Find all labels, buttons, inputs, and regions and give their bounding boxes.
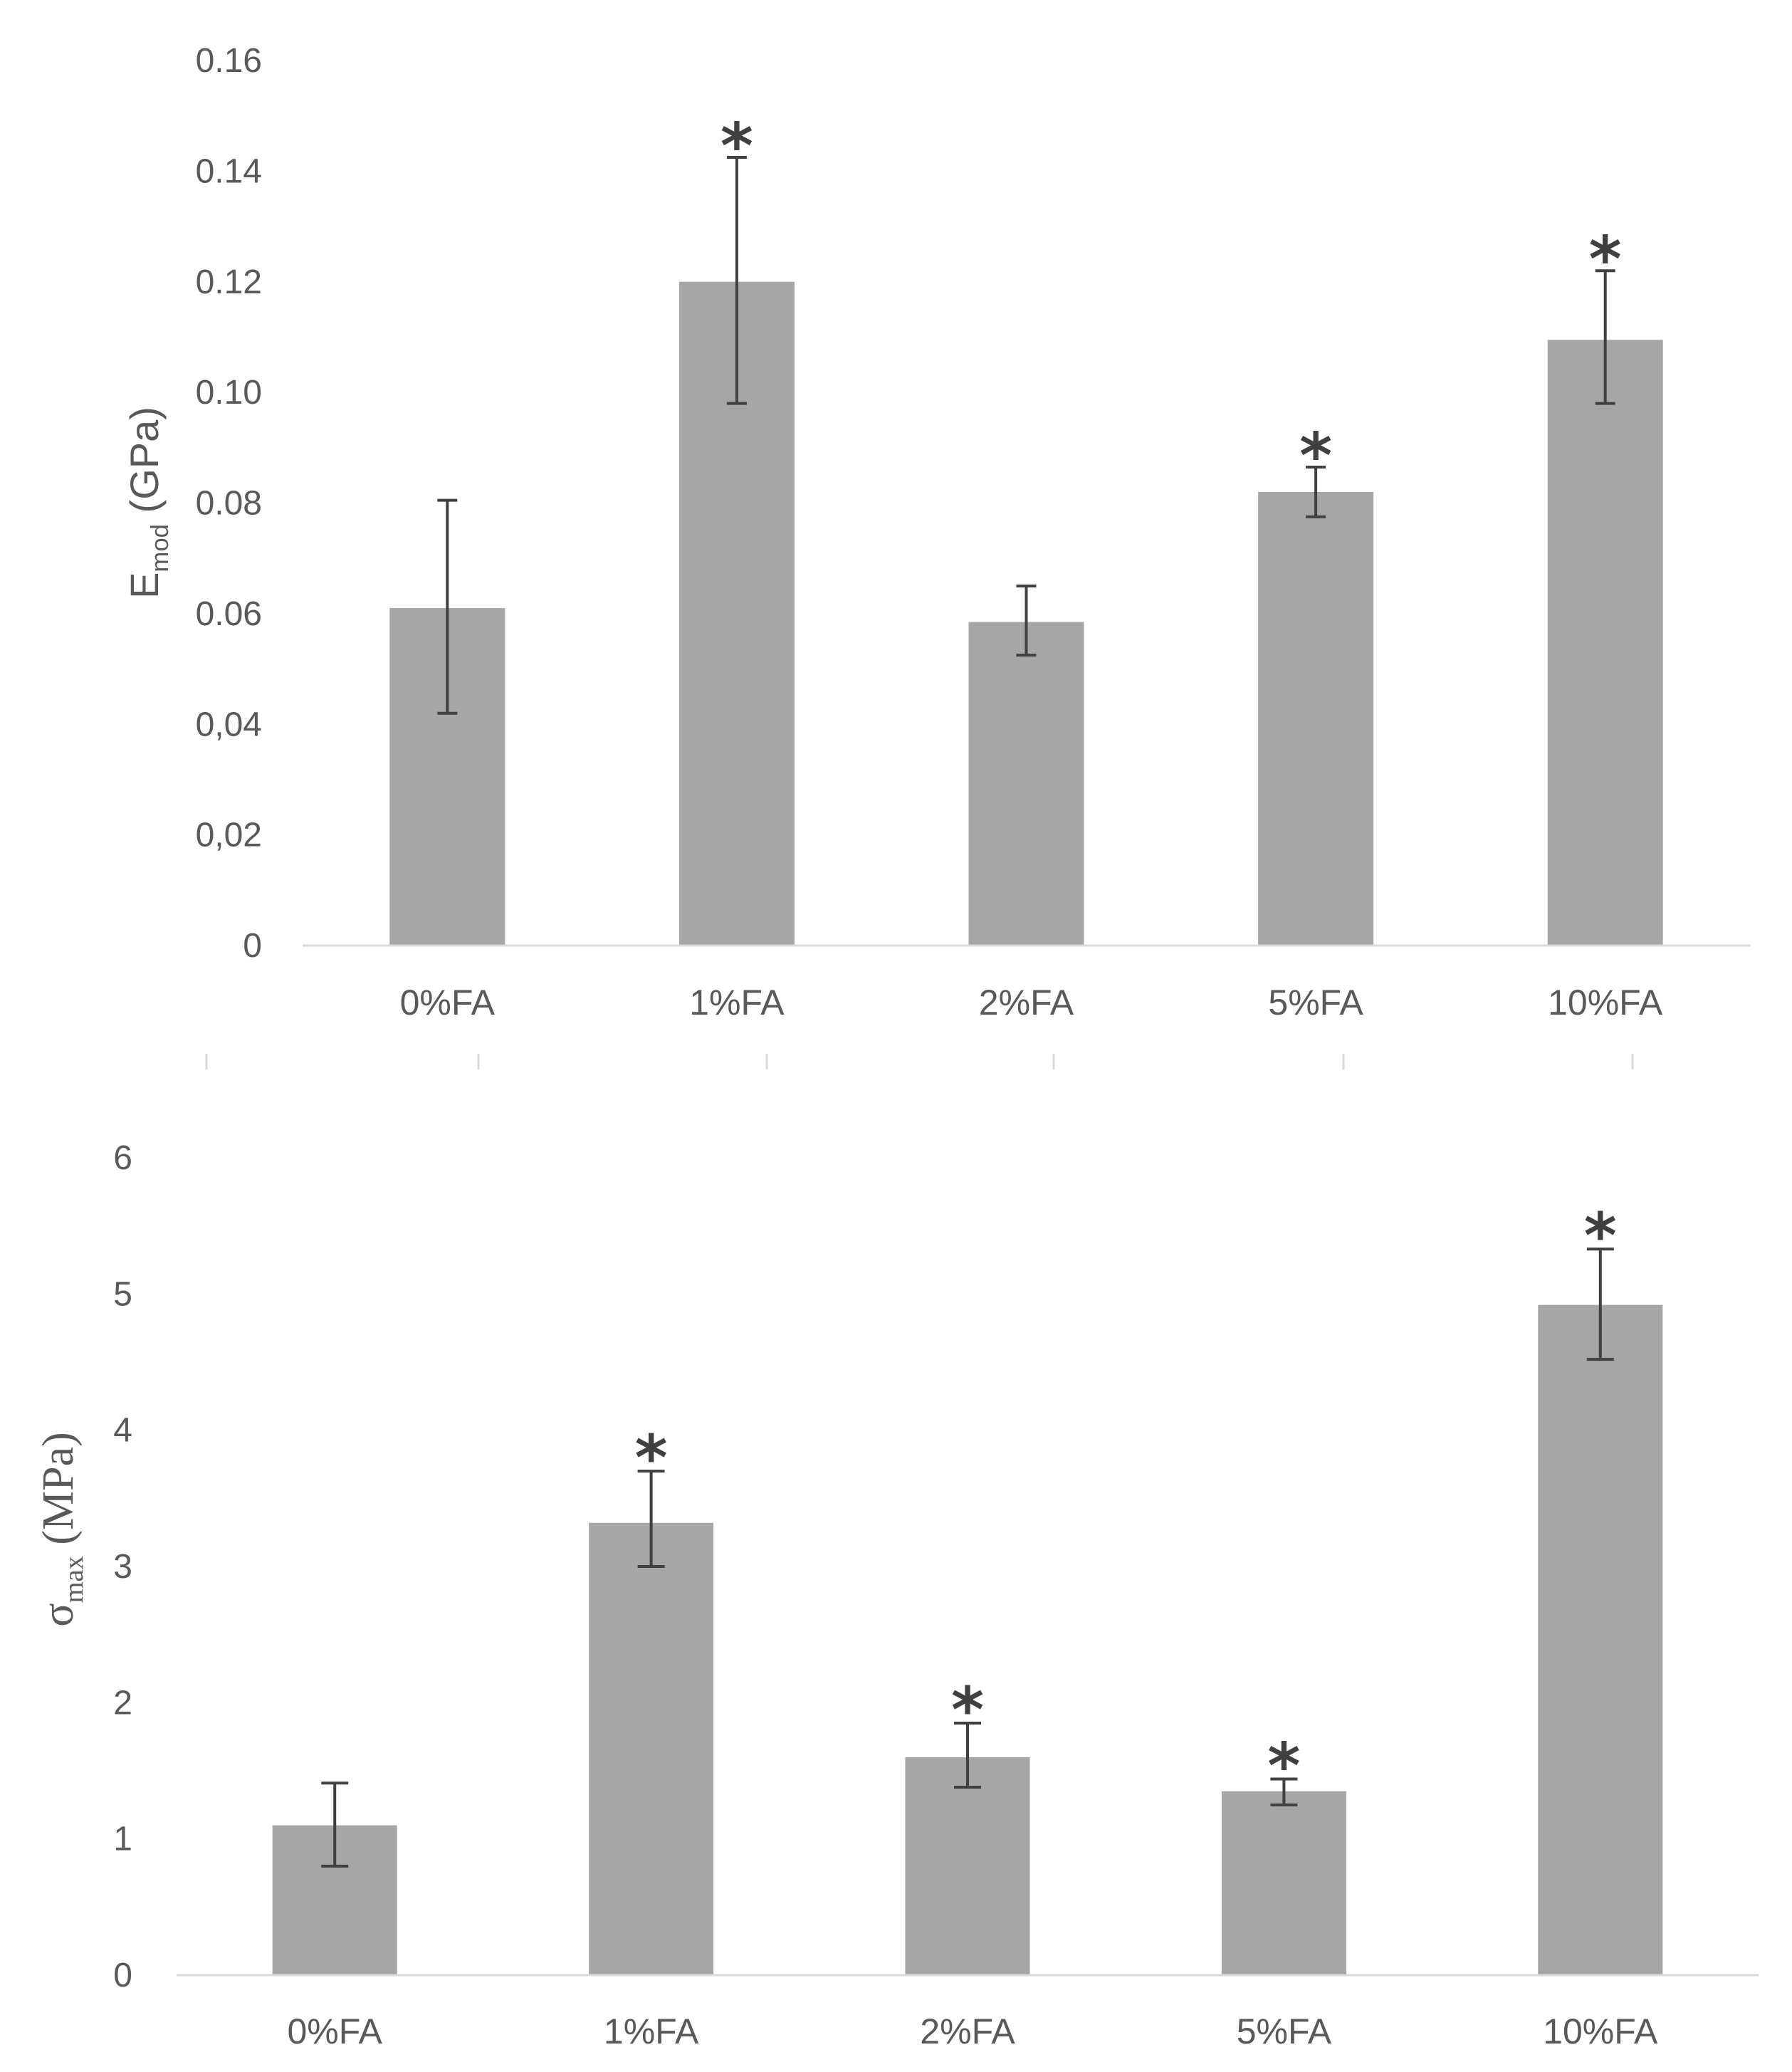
error-bar (437, 498, 458, 715)
bar (905, 1757, 1030, 1975)
y-tick-label: 1 (113, 1821, 132, 1858)
y-axis-label: Emod (GPa) (122, 407, 174, 599)
category-label: 10%FA (1548, 983, 1663, 1022)
y-tick-label: 0.08 (196, 485, 262, 523)
y-tick-label: 0 (243, 927, 262, 965)
error-bar (1016, 585, 1037, 657)
y-axis-label-sub: max (59, 1556, 89, 1603)
y-tick-label: 0.14 (196, 152, 262, 190)
chart-max-stress: 0 1 2 3 4 5 6 0%FA * 1%FA * 2%FA * 5%FA * 10%FA σmax (MP… (34, 1139, 1759, 2051)
bar (1547, 340, 1663, 946)
category-label: 0%FA (287, 2011, 382, 2051)
category-label: 5%FA (1268, 983, 1363, 1022)
error-bar (726, 155, 747, 405)
separator-ticks (205, 1054, 1634, 1069)
significance-star: * (1299, 419, 1332, 492)
y-tick-label: 0,04 (196, 706, 262, 743)
y-tick-label: 0.10 (196, 374, 262, 412)
bar (589, 1522, 714, 1975)
y-axis-label-sub: mod (147, 524, 174, 572)
y-tick-label: 3 (113, 1548, 132, 1586)
y-tick-label: 0.16 (196, 42, 262, 80)
error-bar (1586, 1247, 1614, 1361)
bar (1538, 1304, 1663, 1975)
error-bar (1595, 269, 1615, 405)
category-label: 2%FA (979, 983, 1074, 1022)
y-tick-label: 5 (113, 1275, 132, 1313)
y-axis-label-unit: (GPa) (122, 407, 167, 524)
category-label: 2%FA (920, 2011, 1015, 2051)
y-axis-label-main: σ (34, 1603, 83, 1626)
error-bar (954, 1722, 981, 1789)
category-label: 1%FA (604, 2011, 699, 2051)
bar (1221, 1791, 1346, 1975)
significance-star: * (1267, 1729, 1300, 1802)
significance-star: * (951, 1673, 984, 1747)
y-tick-label: 6 (113, 1139, 132, 1177)
significance-star: * (635, 1421, 668, 1495)
y-tick-label: 2 (113, 1684, 132, 1722)
significance-star: * (721, 109, 753, 182)
y-tick-label: 0.06 (196, 595, 262, 633)
y-tick-label: 4 (113, 1412, 132, 1450)
bar (1258, 491, 1374, 946)
y-axis-label: σmax (MPa) (34, 1432, 89, 1627)
significance-star: * (1589, 223, 1622, 296)
y-axis-label-main: E (122, 572, 167, 599)
y-tick-label: 0.12 (196, 263, 262, 301)
error-bar (1270, 1777, 1298, 1806)
error-bar (637, 1470, 665, 1568)
y-tick-label: 0 (113, 1957, 132, 1994)
category-label: 0%FA (400, 983, 496, 1022)
y-tick-label: 0,02 (196, 817, 262, 854)
category-label: 5%FA (1237, 2011, 1332, 2051)
significance-star: * (1584, 1199, 1617, 1272)
y-axis-label-unit: (MPa) (34, 1432, 83, 1556)
category-label: 10%FA (1543, 2011, 1658, 2051)
error-bar (321, 1781, 349, 1868)
bar (968, 622, 1084, 946)
category-label: 1%FA (689, 983, 785, 1022)
error-bar (1306, 466, 1326, 518)
chart-modulus: 0 0,02 0,04 0.06 0.08 0.10 0.12 0.14 0.16 0%FA * 1%… (122, 42, 1750, 1022)
